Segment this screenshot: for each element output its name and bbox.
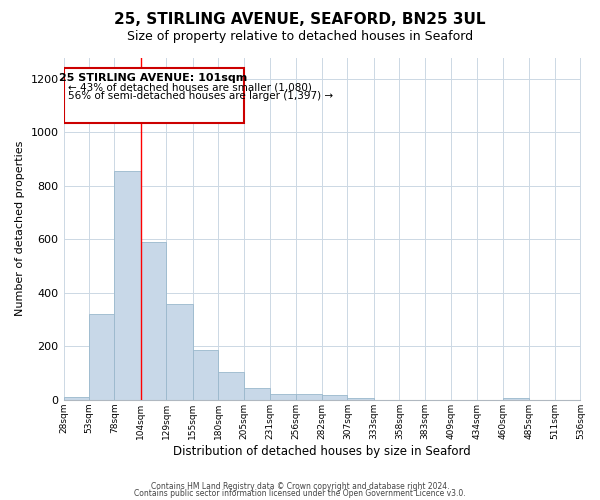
Bar [296,394,322,400]
Bar [244,388,270,400]
Text: 56% of semi-detached houses are larger (1,397) →: 56% of semi-detached houses are larger (… [68,91,333,101]
Bar [193,350,218,400]
Bar [322,395,347,400]
Bar [218,372,244,400]
Bar [166,304,193,400]
Bar [270,394,296,400]
Text: Contains HM Land Registry data © Crown copyright and database right 2024.: Contains HM Land Registry data © Crown c… [151,482,449,491]
Text: 25, STIRLING AVENUE, SEAFORD, BN25 3UL: 25, STIRLING AVENUE, SEAFORD, BN25 3UL [114,12,486,28]
Text: Contains public sector information licensed under the Open Government Licence v3: Contains public sector information licen… [134,490,466,498]
Y-axis label: Number of detached properties: Number of detached properties [15,141,25,316]
FancyBboxPatch shape [64,68,244,123]
Text: ← 43% of detached houses are smaller (1,080): ← 43% of detached houses are smaller (1,… [68,83,311,93]
Bar [141,242,166,400]
Bar [115,171,141,400]
Bar [503,398,529,400]
X-axis label: Distribution of detached houses by size in Seaford: Distribution of detached houses by size … [173,444,471,458]
Bar [347,398,374,400]
Bar [89,314,115,400]
Text: 25 STIRLING AVENUE: 101sqm: 25 STIRLING AVENUE: 101sqm [59,73,248,83]
Bar [64,397,89,400]
Text: Size of property relative to detached houses in Seaford: Size of property relative to detached ho… [127,30,473,43]
